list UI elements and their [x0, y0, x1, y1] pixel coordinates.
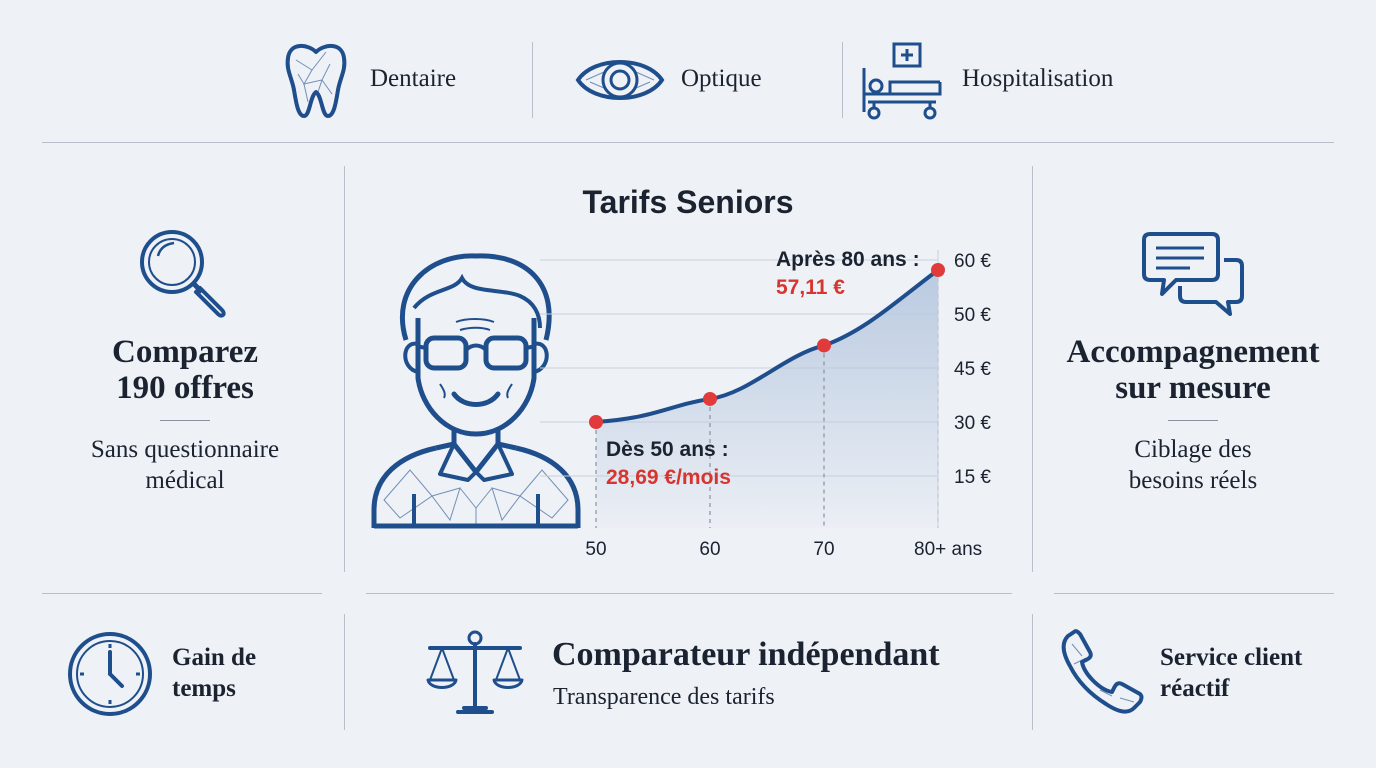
- compare-subtext: Sans questionnaire médical: [50, 434, 320, 496]
- compare-subtext-line1: Sans questionnaire: [90, 436, 280, 463]
- price-line-chart: 15 € 30 € 45 € 50 € 60 € 50 60 70 80+ ans: [540, 250, 991, 560]
- x-tick-label: 70: [813, 539, 834, 560]
- time-label-line2: temps: [172, 675, 236, 702]
- data-point: [589, 415, 603, 429]
- category-label: Optique: [681, 65, 762, 92]
- scales-icon: [426, 630, 524, 714]
- service-label-line2: réactif: [1160, 675, 1230, 702]
- time-label-line1: Gain de: [172, 644, 257, 671]
- magnifier-icon: [140, 230, 226, 318]
- time-label: Gain de temps: [172, 642, 256, 704]
- horizontal-rule: [1054, 593, 1334, 594]
- annotation-value: 57,11 €: [776, 276, 845, 299]
- x-tick-label: 60: [699, 539, 720, 560]
- annotation-value: 28,69 €/mois: [606, 466, 731, 489]
- data-point: [703, 391, 717, 406]
- clock-icon: [68, 632, 152, 716]
- y-tick-label: 30 €: [954, 413, 991, 434]
- data-point: [817, 338, 831, 353]
- horizontal-rule: [42, 593, 322, 594]
- divider: [842, 42, 843, 118]
- comparator-title: Comparateur indépendant: [552, 636, 940, 673]
- separator: [160, 420, 210, 421]
- compare-title: Comparez 190 offres: [60, 334, 310, 406]
- compare-title-line2: 190 offres: [116, 370, 254, 406]
- divider: [532, 42, 533, 118]
- annotation-after-80: Après 80 ans : 57,11 €: [776, 248, 920, 300]
- separator: [1168, 420, 1218, 421]
- compare-title-line1: Comparez: [111, 334, 259, 370]
- annotation-label: Après 80 ans :: [776, 248, 920, 271]
- support-title: Accompagnement sur mesure: [1040, 334, 1346, 406]
- comparator-subtitle: Transparence des tarifs: [553, 684, 775, 710]
- category-label: Dentaire: [370, 65, 457, 92]
- support-title-line1: Accompagnement: [1066, 334, 1320, 370]
- series-line: [594, 268, 940, 424]
- y-tick-label: 50 €: [954, 305, 991, 326]
- data-point: [931, 263, 945, 277]
- annotation-label: Dès 50 ans :: [606, 438, 729, 461]
- service-label-line1: Service client: [1160, 644, 1303, 671]
- annotation-from-50: Dès 50 ans : 28,69 €/mois: [606, 438, 731, 490]
- horizontal-rule: [42, 142, 1334, 143]
- chat-bubbles-icon: [1142, 232, 1244, 316]
- service-label: Service client réactif: [1160, 642, 1302, 704]
- compare-subtext-line2: médical: [145, 467, 225, 494]
- x-tick-label: 80+ ans: [914, 539, 982, 560]
- x-tick-label: 50: [585, 539, 606, 560]
- senior-avatar-icon: [371, 253, 581, 529]
- tooth-icon: [285, 44, 347, 118]
- support-subtext: Ciblage des besoins réels: [1070, 434, 1316, 496]
- divider: [344, 166, 345, 572]
- divider: [1032, 614, 1033, 730]
- support-subtext-line1: Ciblage des: [1134, 436, 1252, 463]
- hospital-bed-icon: [862, 42, 942, 120]
- horizontal-rule: [366, 593, 1012, 594]
- divider: [344, 614, 345, 730]
- y-tick-label: 45 €: [954, 359, 991, 380]
- eye-icon: [575, 60, 665, 100]
- support-subtext-line2: besoins réels: [1128, 467, 1258, 494]
- chart-title: Tarifs Seniors: [582, 184, 794, 220]
- support-title-line2: sur mesure: [1115, 370, 1271, 406]
- category-label: Hospitalisation: [962, 65, 1114, 92]
- y-tick-label: 60 €: [954, 251, 991, 272]
- phone-icon: [1061, 629, 1144, 714]
- divider: [1032, 166, 1033, 572]
- y-tick-label: 15 €: [954, 467, 991, 488]
